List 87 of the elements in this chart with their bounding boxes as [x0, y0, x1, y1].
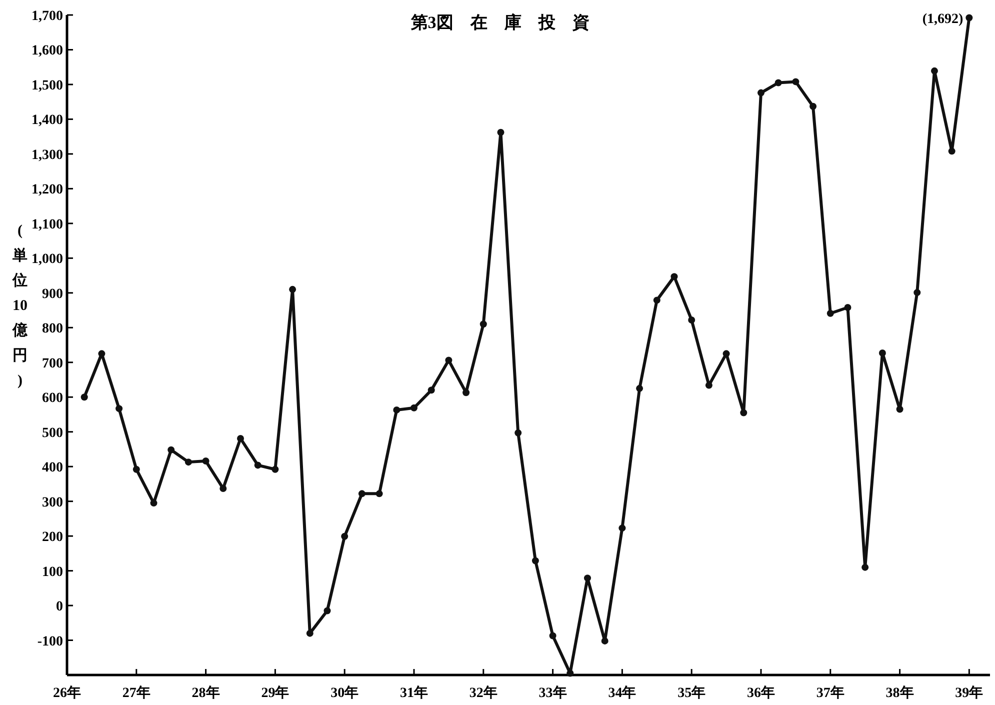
point — [636, 384, 644, 392]
y-tick-label: 1,600 — [32, 44, 63, 59]
point — [618, 524, 626, 532]
point — [670, 273, 678, 280]
point — [966, 14, 973, 22]
point — [289, 286, 296, 293]
point — [514, 429, 522, 436]
point — [566, 670, 574, 677]
x-tick-label: 29年 — [261, 685, 290, 701]
x-tick-label: 33年 — [538, 685, 567, 701]
y-tick-label: 1,100 — [32, 217, 63, 232]
point — [878, 349, 886, 356]
point — [376, 490, 383, 498]
point — [757, 89, 764, 96]
y-tick-label: 500 — [42, 426, 63, 441]
point — [428, 386, 435, 394]
point — [98, 350, 106, 358]
point — [705, 382, 712, 389]
point — [236, 434, 244, 442]
y-tick-label: 700 — [42, 356, 63, 372]
point — [341, 532, 348, 540]
point — [445, 356, 452, 364]
point — [810, 102, 817, 110]
y-axis-title: (単位10億円) — [12, 223, 28, 389]
y-tick-label: 1,500 — [32, 78, 63, 94]
point — [653, 296, 660, 304]
y-tick-label: 1,700 — [32, 9, 63, 24]
point — [202, 458, 210, 465]
y-tick-label: 900 — [42, 286, 63, 302]
point — [792, 78, 800, 86]
y-tick-label: 800 — [42, 322, 63, 337]
point — [480, 320, 487, 328]
data-label: (1,692) — [922, 12, 964, 27]
y-tick-label: 600 — [42, 391, 63, 406]
point — [549, 632, 556, 640]
point — [774, 79, 782, 86]
point — [393, 406, 400, 414]
y-tick-label: 200 — [42, 530, 63, 546]
x-tick-label: 27年 — [122, 685, 150, 701]
point — [826, 310, 834, 317]
point — [168, 446, 175, 454]
y-tick-label: 1,200 — [32, 182, 63, 198]
point — [272, 466, 279, 473]
point — [184, 458, 192, 466]
y-tick-label: 0 — [56, 600, 63, 615]
point — [254, 462, 262, 469]
x-tick-label: 32年 — [469, 685, 498, 701]
point — [497, 128, 504, 136]
y-tick-label: 400 — [42, 460, 63, 476]
point — [896, 406, 904, 413]
point — [584, 574, 591, 582]
point — [116, 405, 123, 412]
x-tick-label: 30年 — [330, 685, 359, 701]
point — [306, 630, 314, 637]
y-tick-label: 1,300 — [32, 148, 63, 163]
point — [740, 409, 748, 416]
x-tick-label: 37年 — [816, 685, 844, 701]
point — [358, 490, 366, 498]
x-tick-label: 35年 — [678, 685, 706, 701]
point — [532, 557, 539, 564]
point — [688, 316, 696, 324]
x-tick-label: 36年 — [746, 685, 775, 701]
point — [914, 289, 921, 296]
y-tick-label: -100 — [37, 634, 63, 650]
y-tick-label: 100 — [42, 564, 63, 580]
x-tick-label: 38年 — [886, 685, 914, 701]
y-tick-label: 1,000 — [32, 252, 63, 268]
x-tick-label: 39年 — [955, 685, 984, 701]
point — [324, 607, 331, 614]
x-tick-label: 34年 — [608, 685, 636, 701]
point — [80, 394, 88, 401]
point — [844, 304, 852, 311]
point — [862, 564, 869, 571]
x-tick-label: 28年 — [192, 685, 220, 701]
x-tick-label: 26年 — [53, 685, 81, 701]
point — [132, 466, 140, 473]
point — [930, 67, 938, 74]
y-tick-label: 1,400 — [32, 113, 63, 128]
point — [462, 389, 470, 396]
chart-title: 第3図 在 庫 投 資 — [410, 13, 590, 32]
y-tick-label: 300 — [42, 495, 63, 510]
point — [150, 500, 158, 507]
point — [948, 148, 956, 155]
point — [601, 637, 608, 644]
point — [410, 404, 418, 412]
x-tick-label: 31年 — [400, 685, 428, 701]
point — [722, 350, 730, 358]
